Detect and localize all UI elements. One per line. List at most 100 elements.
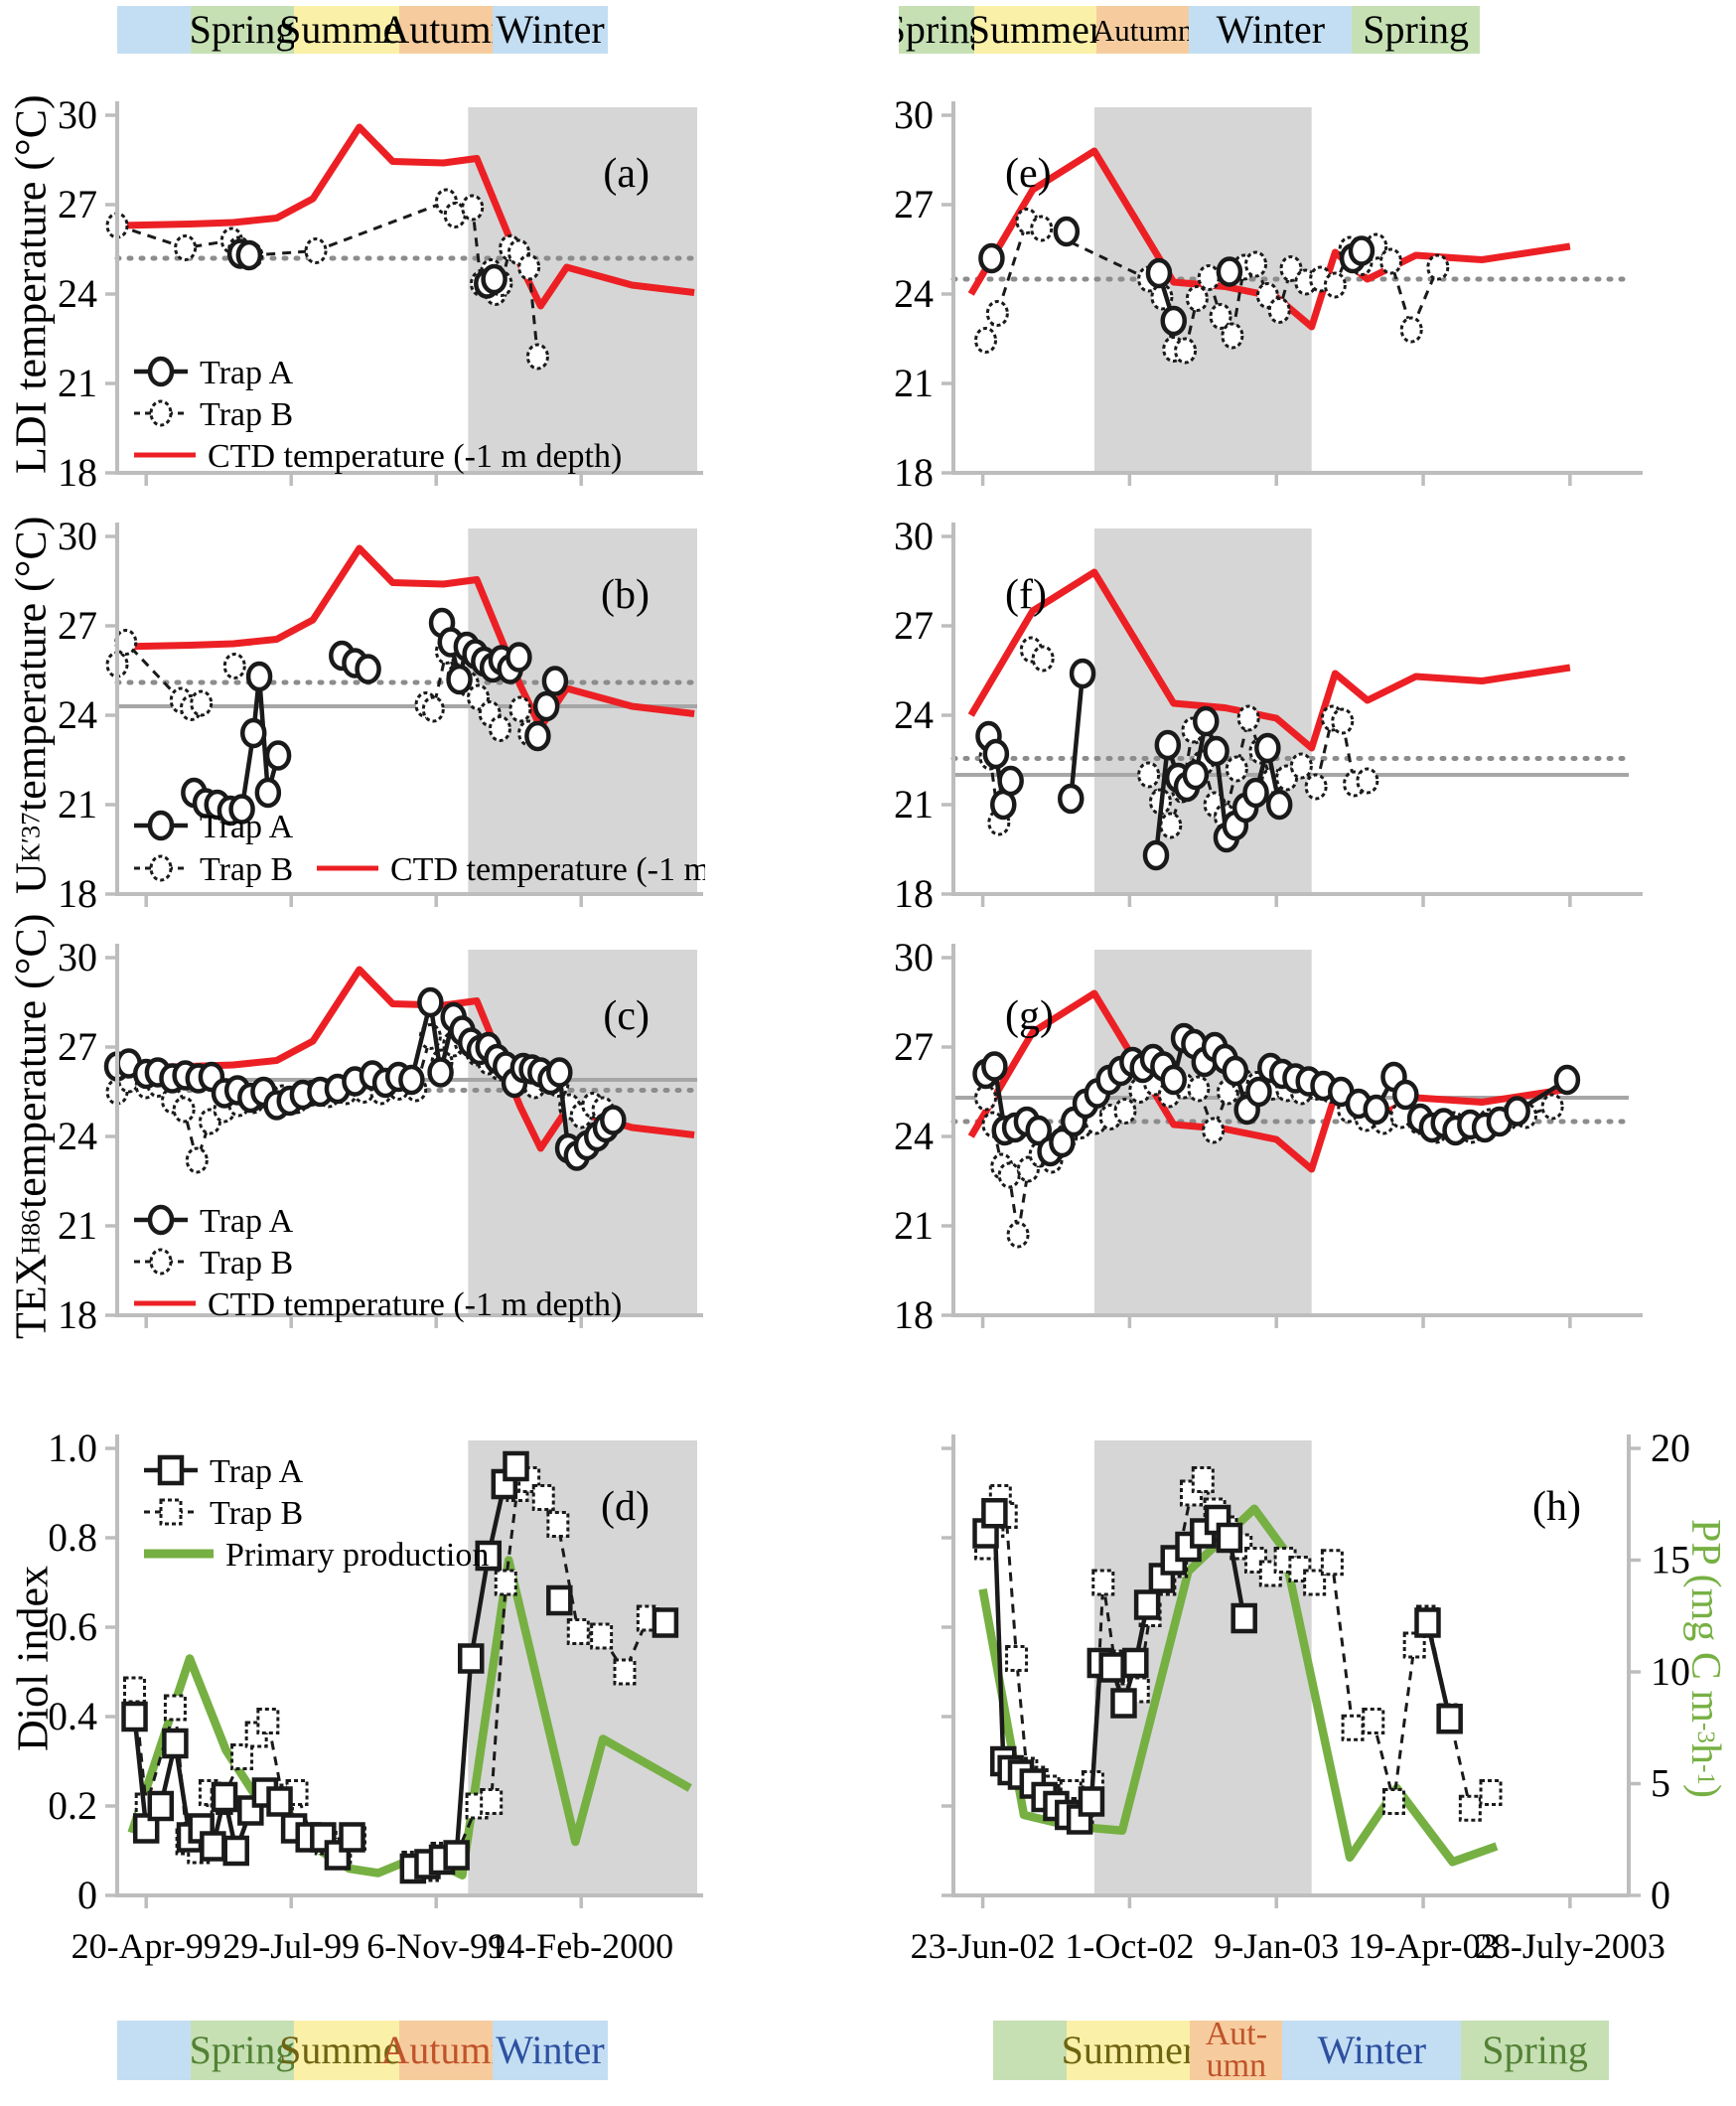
axis-title-part: 86	[15, 1209, 46, 1236]
y-tick-label: 30	[58, 514, 97, 558]
axis-title-part: -1	[1692, 1763, 1719, 1785]
season-label: Summer	[1061, 2028, 1197, 2072]
season-bar-bottom-left: Spring Summer Autumn Winter	[117, 2021, 608, 2080]
legend-label-trap_b: Trap B	[200, 1245, 293, 1281]
primary-production-line	[127, 1556, 692, 1880]
y-tick-label: 21	[58, 361, 97, 405]
season-segment-blank	[993, 2021, 1068, 2080]
axis-title-part: H	[15, 1235, 46, 1255]
season-bar-top-right: SpringSummerAutumnWinterSpring	[899, 6, 1480, 54]
y-tick-label: 18	[894, 1292, 934, 1335]
axis-title-part: h	[1682, 1742, 1728, 1764]
axis-title-part: PP (mg C m	[1682, 1518, 1728, 1723]
y-tick-label: 27	[894, 603, 934, 648]
x-axis-labels-1999: 20-Apr-99 29-Jul-99 6-Nov-99 14-Feb-2000	[72, 1925, 697, 1971]
legend-label-trap_b: Trap B	[200, 851, 293, 888]
season-segment-spring: Spring	[899, 6, 989, 54]
y-tick-label: 18	[58, 1292, 97, 1335]
season-segment-summer: Summer	[279, 2021, 414, 2080]
x-tick-label: 28-July-2003	[1474, 1926, 1665, 1966]
chart-a: 30 27 24 21 18 (a) Trap A Trap B CTD temperature…	[58, 92, 703, 493]
chart-g: 30 27 24 21 18 (g)	[894, 935, 1643, 1335]
season-segment-winter: Winter	[1282, 2021, 1462, 2080]
panel-uk37-1999: 30 27 24 21 18 (b) Trap A Trap B CTD temperature…	[50, 497, 705, 914]
season-label: Winter	[496, 7, 605, 52]
panel-uk37-2002: 30 27 24 21 18 (f)	[874, 497, 1736, 914]
y-tick-label: 0.6	[50, 1604, 97, 1649]
y-tick-label: 21	[58, 782, 97, 827]
winter-mixing-shaded-band	[1093, 950, 1312, 1315]
y-tick-label: 27	[58, 182, 97, 226]
panel-letter-d: (d)	[601, 1484, 650, 1530]
y-tick-label: 24	[58, 1114, 97, 1158]
season-segment-autumn: Autumn	[380, 2021, 511, 2080]
season-label: Spring	[1482, 2028, 1588, 2072]
season-bar-top-left: Spring Summer Autumn Winter	[117, 6, 608, 54]
y-tick-label: 1.0	[50, 1426, 97, 1470]
y-tick-label: 0.8	[50, 1515, 97, 1560]
y-tick-label: 27	[894, 1024, 934, 1069]
axis-title-part: temperature (°C)	[6, 913, 56, 1210]
y-tick-label: 24	[58, 271, 97, 316]
y-tick-label: 18	[894, 871, 934, 914]
legend: Trap A Trap B Primary production	[144, 1453, 489, 1574]
x-tick-label: 6-Nov-99	[366, 1926, 506, 1966]
season-label: Winter	[496, 2028, 605, 2072]
axis-title-part: 37	[15, 812, 46, 838]
panel-diol-2002: 20 15 10 5 0 (h)	[874, 1403, 1736, 1914]
chart-d: 1.0 0.8 0.6 0.4 0.2 0 (d) Trap A Trap B Primary p…	[50, 1426, 703, 1914]
y-tick-label: 30	[894, 935, 934, 979]
x-tick-label: 14-Feb-2000	[489, 1926, 674, 1966]
y-tick-label: 21	[894, 782, 934, 827]
trap-a-series	[103, 986, 627, 1171]
legend-label-trap_a: Trap A	[200, 809, 294, 845]
trap-a-series	[181, 607, 569, 827]
y-tick-label: 24	[58, 692, 97, 737]
legend-label-trap_a: Trap A	[200, 355, 294, 391]
x-tick-label: 23-Jun-02	[910, 1926, 1056, 1966]
panel-letter-f: (f)	[1005, 572, 1047, 618]
season-segment-spring: Spring	[1461, 2021, 1609, 2080]
panel-ldi-2002: 30 27 24 21 18 (e)	[874, 75, 1736, 493]
legend-label-trap_a: Trap A	[210, 1453, 304, 1490]
y-tick-label: 30	[894, 514, 934, 558]
legend-label-pp: Primary production	[225, 1537, 489, 1574]
legend: Trap A Trap B CTD temperature (-1 m depth)	[134, 809, 705, 888]
trap-a-series	[978, 216, 1375, 337]
season-label: Autumn	[1091, 12, 1194, 48]
axis-title-part: )	[1682, 1784, 1728, 1799]
axis-title-part: -3	[1692, 1722, 1719, 1743]
pp-tick-label: 5	[1651, 1761, 1670, 1806]
season-segment-winter: Winter	[1189, 6, 1353, 54]
x-tick-label: 19-Apr-03	[1348, 1926, 1499, 1966]
season-label: Autumn	[380, 2028, 511, 2072]
y-tick-label: 0	[77, 1873, 97, 1914]
chart-h: 20 15 10 5 0 (h)	[941, 1426, 1690, 1914]
panel-letter-h: (h)	[1532, 1484, 1581, 1530]
season-segment-spring: Spring	[190, 2021, 295, 2080]
y-tick-label: 18	[58, 871, 97, 914]
legend-label-ctd: CTD temperature (-1 m depth)	[390, 851, 705, 888]
ctd-temperature-line	[116, 123, 695, 310]
chart-f: 30 27 24 21 18 (f)	[894, 514, 1643, 914]
season-label: Aut-umn	[1205, 2021, 1268, 2080]
season-segment-winter: Winter	[492, 2021, 608, 2080]
chart-c: 30 27 24 21 18 (c) Trap A Trap B CTD temperature…	[58, 935, 703, 1335]
season-label: Autumn	[380, 7, 511, 52]
legend-label-ctd: CTD temperature (-1 m depth)	[208, 438, 622, 475]
trap-a-series	[226, 238, 507, 299]
season-label: Spring	[189, 7, 296, 52]
axis-title-part: temperature (°C)	[6, 516, 56, 813]
axis-title-part: K′	[15, 837, 46, 863]
panel-letter-e: (e)	[1005, 151, 1052, 197]
y-tick-label: 24	[894, 271, 934, 316]
y-tick-label: 18	[58, 450, 97, 493]
panel-letter-b: (b)	[601, 572, 650, 618]
panel-tex86-2002: 30 27 24 21 18 (g)	[874, 918, 1736, 1335]
trap-a-series	[972, 1022, 1581, 1167]
trap-a-series	[975, 658, 1293, 871]
y-tick-label: 24	[894, 692, 934, 737]
chart-e: 30 27 24 21 18 (e)	[894, 92, 1643, 493]
y-tick-label: 30	[58, 935, 97, 979]
